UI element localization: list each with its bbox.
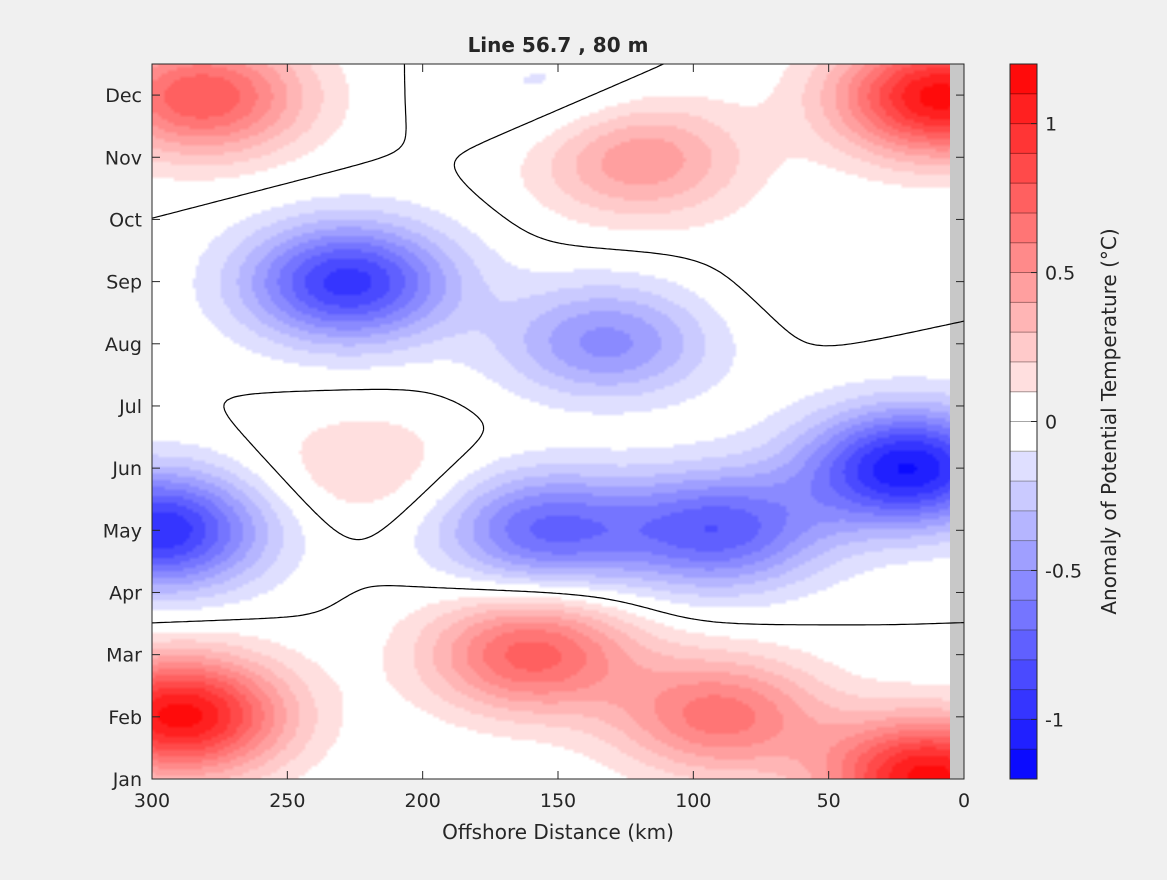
y-tick-label: Nov xyxy=(105,147,142,169)
x-axis: 300 250 200 150 100 50 0 xyxy=(134,64,970,812)
y-tick-label: Jul xyxy=(118,396,142,418)
x-tick-label: 100 xyxy=(675,790,711,812)
colorbar-band xyxy=(1010,242,1037,274)
zero-contours xyxy=(151,63,965,626)
colorbar-band xyxy=(1010,600,1037,631)
colorbar-bands xyxy=(1010,64,1037,780)
colorbar-band xyxy=(1010,302,1037,333)
x-tick-label: 200 xyxy=(405,790,441,812)
colorbar: -1 -0.5 0 0.5 1 Anomaly of Potential Tempera… xyxy=(1009,63,1121,780)
colorbar-band xyxy=(1010,451,1037,482)
y-tick-label: Jun xyxy=(111,458,142,480)
temperature-anomaly-heatmap xyxy=(152,64,964,779)
colorbar-tick-label: 0.5 xyxy=(1045,263,1075,285)
colorbar-band xyxy=(1010,719,1037,750)
y-tick-label: Oct xyxy=(109,209,142,231)
colorbar-band xyxy=(1010,540,1037,571)
colorbar-band xyxy=(1010,570,1037,601)
y-tick-label: Mar xyxy=(106,645,142,667)
colorbar-ticks: -1 -0.5 0 0.5 1 xyxy=(1031,114,1082,731)
colorbar-band xyxy=(1010,153,1037,184)
colorbar-band xyxy=(1010,689,1037,720)
colorbar-band xyxy=(1010,749,1037,780)
colorbar-band xyxy=(1010,183,1037,214)
y-axis: Jan Feb Mar Apr May Jun Jul Aug Sep Oct Nov Dec xyxy=(103,85,964,791)
y-tick-label: Sep xyxy=(106,272,142,294)
x-tick-label: 0 xyxy=(958,790,970,812)
colorbar-band xyxy=(1010,659,1037,691)
y-tick-label: Dec xyxy=(105,85,142,107)
shelf-mask xyxy=(950,64,964,779)
contour-zero-line xyxy=(151,63,965,626)
colorbar-band xyxy=(1010,421,1037,452)
colorbar-band xyxy=(1010,510,1037,542)
x-tick-label: 150 xyxy=(540,790,576,812)
colorbar-band xyxy=(1010,64,1037,95)
colorbar-band xyxy=(1010,630,1037,661)
plot-area xyxy=(151,63,965,780)
colorbar-band xyxy=(1010,391,1037,422)
colorbar-band xyxy=(1010,93,1037,125)
colorbar-band xyxy=(1010,361,1037,393)
chart-title: Line 56.7 , 80 m xyxy=(468,33,649,57)
colorbar-band xyxy=(1010,272,1037,303)
x-axis-label: Offshore Distance (km) xyxy=(442,820,674,844)
x-tick-label: 300 xyxy=(134,790,170,812)
colorbar-tick-label: -1 xyxy=(1045,709,1064,731)
x-tick-label: 50 xyxy=(817,790,841,812)
y-tick-label: Jan xyxy=(112,769,142,791)
colorbar-band xyxy=(1010,123,1037,154)
y-tick-label: Aug xyxy=(105,334,142,356)
y-tick-label: May xyxy=(103,520,142,542)
x-tick-label: 250 xyxy=(269,790,305,812)
colorbar-band xyxy=(1010,332,1037,363)
colorbar-tick-label: 1 xyxy=(1045,114,1057,136)
colorbar-label: Anomaly of Potential Temperature (°C) xyxy=(1097,228,1121,614)
colorbar-band xyxy=(1010,212,1037,244)
colorbar-band xyxy=(1010,481,1037,512)
y-tick-label: Feb xyxy=(108,707,142,729)
y-tick-label: Apr xyxy=(109,582,142,604)
colorbar-tick-label: -0.5 xyxy=(1045,560,1082,582)
colorbar-tick-label: 0 xyxy=(1045,412,1057,434)
